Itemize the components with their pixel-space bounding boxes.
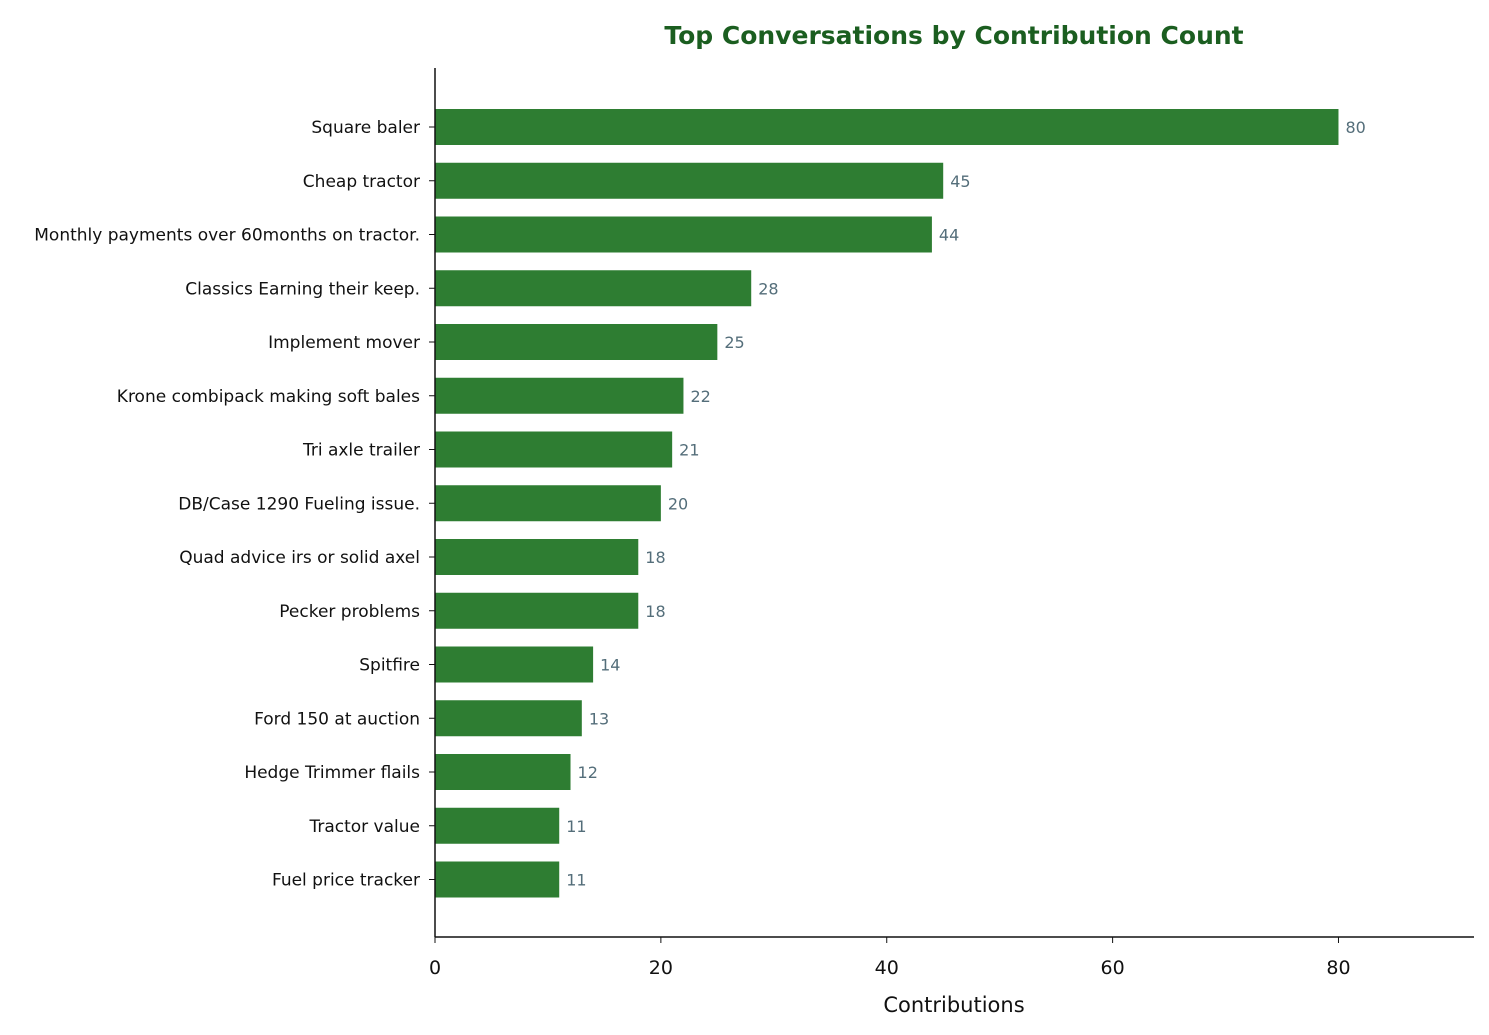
x-tick-label-2: 40 xyxy=(875,957,899,979)
value-label-2: 44 xyxy=(939,226,959,245)
bar-1 xyxy=(435,162,944,199)
category-label-13: Tractor value xyxy=(308,817,420,837)
bar-3 xyxy=(435,270,752,307)
value-label-9: 18 xyxy=(645,602,665,621)
category-label-14: Fuel price tracker xyxy=(272,871,420,891)
axes xyxy=(429,68,1474,938)
category-labels: Square baler Cheap tractor Monthly payment… xyxy=(34,118,420,891)
chart-title: Top Conversations by Contribution Count xyxy=(664,21,1243,50)
value-label-5: 22 xyxy=(690,387,710,406)
value-label-13: 11 xyxy=(566,817,586,836)
x-tick-label-1: 20 xyxy=(649,957,673,979)
value-label-3: 28 xyxy=(758,279,778,298)
value-label-14: 11 xyxy=(566,871,586,890)
value-label-12: 12 xyxy=(578,763,598,782)
category-label-2: Monthly payments over 60months on tracto… xyxy=(34,226,420,246)
bars-layer xyxy=(435,109,1339,898)
bar-10 xyxy=(435,646,594,683)
value-label-6: 21 xyxy=(679,441,699,460)
category-label-1: Cheap tractor xyxy=(303,172,420,192)
x-tick-label-0: 0 xyxy=(429,957,441,979)
bar-6 xyxy=(435,431,673,468)
bar-8 xyxy=(435,539,639,575)
category-label-3: Classics Earning their keep. xyxy=(185,279,420,299)
category-label-8: Quad advice irs or solid axel xyxy=(179,548,420,568)
value-label-1: 45 xyxy=(950,172,970,191)
bar-7 xyxy=(435,485,661,522)
bar-11 xyxy=(435,700,582,737)
bar-14 xyxy=(435,861,560,898)
category-label-4: Implement mover xyxy=(268,333,420,353)
value-label-11: 13 xyxy=(589,709,609,728)
bar-9 xyxy=(435,592,639,629)
x-tick-label-3: 60 xyxy=(1101,957,1125,979)
bar-0 xyxy=(435,109,1339,145)
value-label-4: 25 xyxy=(724,333,744,352)
category-label-11: Ford 150 at auction xyxy=(254,709,420,729)
category-label-9: Pecker problems xyxy=(279,602,420,622)
value-label-0: 80 xyxy=(1345,118,1365,137)
bar-2 xyxy=(435,216,932,253)
value-labels: 80 45 44 28 25 22 21 20 18 18 14 13 12 11 11 xyxy=(566,118,1366,890)
value-label-8: 18 xyxy=(645,548,665,567)
x-ticks: 0 20 40 60 80 xyxy=(429,937,1351,979)
bar-13 xyxy=(435,807,560,844)
category-label-7: DB/Case 1290 Fueling issue. xyxy=(178,494,420,514)
category-label-0: Square baler xyxy=(311,118,420,138)
value-label-10: 14 xyxy=(600,656,620,675)
x-tick-label-4: 80 xyxy=(1326,957,1350,979)
value-label-7: 20 xyxy=(668,494,688,513)
bar-4 xyxy=(435,324,718,360)
category-label-5: Krone combipack making soft bales xyxy=(117,387,420,407)
x-axis-title: Contributions xyxy=(883,993,1024,1017)
category-label-12: Hedge Trimmer flails xyxy=(244,763,420,783)
category-label-6: Tri axle trailer xyxy=(302,441,420,461)
bar-5 xyxy=(435,377,684,414)
category-label-10: Spitfire xyxy=(359,656,420,676)
bar-12 xyxy=(435,754,571,790)
